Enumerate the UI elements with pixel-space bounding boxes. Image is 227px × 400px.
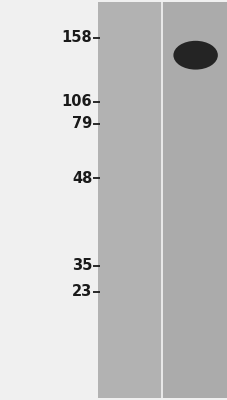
Ellipse shape [173, 41, 217, 70]
FancyBboxPatch shape [160, 2, 163, 398]
Text: 79: 79 [72, 116, 92, 132]
Text: 106: 106 [62, 94, 92, 110]
Text: 158: 158 [61, 30, 92, 46]
FancyBboxPatch shape [163, 2, 227, 398]
Text: 23: 23 [72, 284, 92, 300]
Text: 35: 35 [72, 258, 92, 274]
FancyBboxPatch shape [98, 2, 160, 398]
Text: 48: 48 [72, 170, 92, 186]
